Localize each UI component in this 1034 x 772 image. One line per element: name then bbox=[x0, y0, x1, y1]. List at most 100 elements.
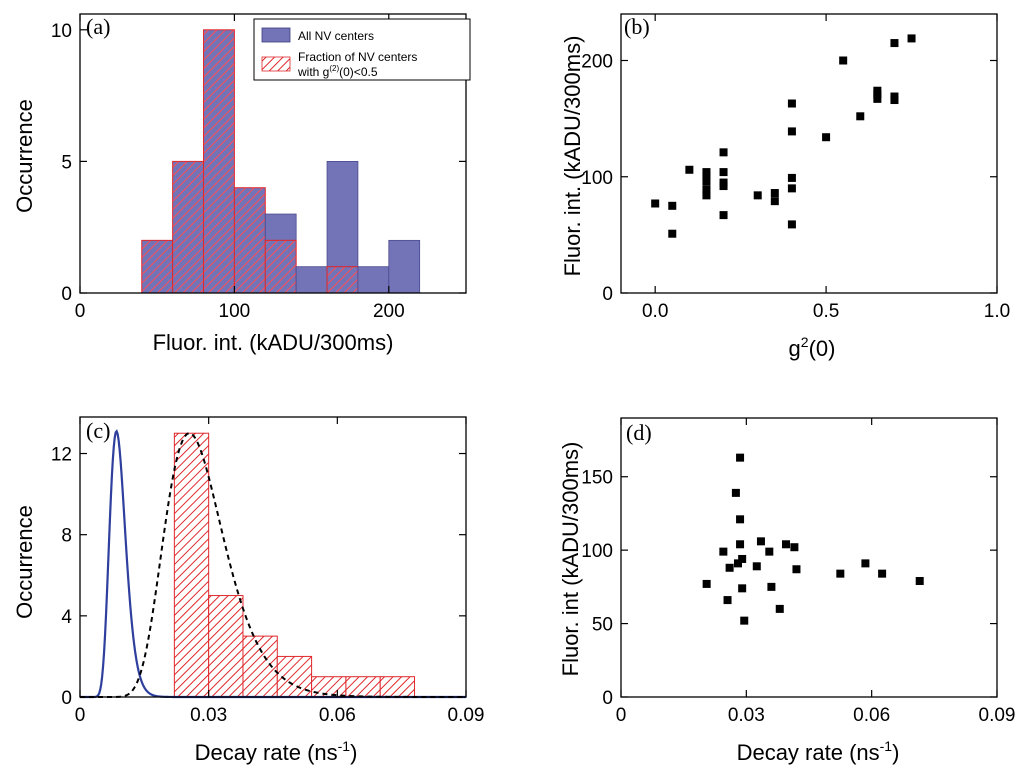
scatter-point bbox=[651, 199, 660, 208]
y-tick-label: 50 bbox=[592, 615, 613, 636]
scatter-point bbox=[752, 562, 761, 571]
x-tick-label: 200 bbox=[373, 301, 405, 322]
panel-b-ticks: 0.0 0.5 1.0 0 100 200 bbox=[581, 14, 1010, 322]
y-tick-label: 0 bbox=[602, 688, 613, 709]
bar-all-nv bbox=[295, 266, 328, 294]
panel-d-x-axis-label: Decay rate (ns-1) bbox=[737, 738, 900, 765]
scatter-point bbox=[702, 185, 711, 194]
scatter-point bbox=[861, 559, 870, 568]
panel-d-frame bbox=[620, 417, 998, 698]
scatter-point bbox=[685, 165, 694, 174]
scatter-point bbox=[787, 184, 796, 193]
bar-all-nv bbox=[326, 160, 359, 268]
y-tick-label: 10 bbox=[51, 21, 72, 42]
panel-a-legend: All NV centers Fraction of NV centers wi… bbox=[253, 18, 471, 81]
scatter-point bbox=[719, 182, 728, 191]
scatter-point bbox=[873, 94, 882, 103]
x-tick-label: 0 bbox=[75, 705, 86, 726]
scatter-point bbox=[787, 220, 796, 229]
panel-b-letter: (b) bbox=[624, 14, 650, 39]
scatter-point bbox=[719, 168, 728, 177]
scatter-point bbox=[702, 191, 711, 200]
x-tick-label: 0.03 bbox=[728, 705, 765, 726]
histogram-bar bbox=[345, 676, 381, 698]
scatter-point bbox=[702, 177, 711, 186]
y-tick-label: 0 bbox=[61, 688, 72, 709]
scatter-point bbox=[770, 189, 779, 198]
histogram-bar bbox=[208, 595, 244, 698]
histogram-bar bbox=[311, 676, 347, 698]
y-tick-label: 0 bbox=[602, 284, 613, 305]
scatter-point bbox=[738, 554, 747, 563]
x-tick-label: 100 bbox=[219, 301, 251, 322]
panel-a-bars bbox=[141, 29, 421, 294]
panel-a-letter: (a) bbox=[86, 14, 110, 39]
scatter-point bbox=[890, 39, 899, 48]
y-tick-label: 5 bbox=[61, 152, 72, 173]
y-tick-label: 200 bbox=[581, 52, 613, 73]
legend-label-all-nv: All NV centers bbox=[298, 29, 374, 43]
scatter-point bbox=[890, 96, 899, 105]
scatter-point bbox=[719, 547, 728, 556]
x-tick-label: 0 bbox=[75, 301, 86, 322]
bar-fraction-nv bbox=[203, 29, 235, 294]
bar-all-nv bbox=[357, 266, 390, 294]
scatter-point bbox=[770, 197, 779, 206]
scatter-point bbox=[907, 34, 916, 43]
bar-fraction-nv bbox=[264, 239, 297, 294]
scatter-panel-d: 0 0.03 0.06 0.09 0 50 100 150 (d) Decay rate (n… bbox=[558, 417, 1015, 765]
panel-b-points bbox=[651, 34, 916, 238]
bar-all-nv bbox=[264, 213, 297, 241]
panel-b-frame bbox=[620, 13, 998, 294]
scatter-point bbox=[719, 211, 728, 220]
y-tick-label: 100 bbox=[581, 168, 613, 189]
panel-d-ticks: 0 0.03 0.06 0.09 0 50 100 150 bbox=[581, 418, 1015, 726]
scatter-point bbox=[702, 579, 711, 588]
scatter-point bbox=[740, 616, 749, 625]
histogram-bar bbox=[173, 432, 210, 698]
scatter-point bbox=[878, 569, 887, 578]
panel-d-points bbox=[702, 453, 924, 625]
scatter-point bbox=[702, 171, 711, 180]
scatter-point bbox=[790, 543, 799, 552]
legend-label-fraction-line2: with g(2)(0)<0.5 bbox=[297, 64, 378, 79]
scatter-point bbox=[767, 582, 776, 591]
panel-c-bars bbox=[173, 432, 416, 698]
bar-fraction-nv bbox=[141, 239, 174, 294]
scatter-point bbox=[915, 576, 924, 585]
scatter-point bbox=[736, 453, 745, 462]
x-tick-label: 0.03 bbox=[190, 705, 227, 726]
scatter-point bbox=[792, 565, 801, 574]
y-tick-label: 100 bbox=[581, 541, 613, 562]
panel-a-ticks: 0 100 200 0 5 10 bbox=[51, 14, 466, 322]
scatter-point bbox=[736, 540, 745, 549]
y-tick-label: 12 bbox=[51, 445, 72, 466]
x-tick-label: 1.0 bbox=[984, 301, 1010, 322]
y-tick-label: 4 bbox=[61, 607, 72, 628]
x-tick-label: 0.0 bbox=[642, 301, 668, 322]
scatter-point bbox=[668, 229, 677, 238]
y-tick-label: 0 bbox=[61, 284, 72, 305]
bar-fraction-nv bbox=[233, 187, 266, 294]
x-tick-label: 0.06 bbox=[853, 705, 890, 726]
panel-c-y-axis-label: Occurrence bbox=[12, 505, 37, 619]
panel-a-frame bbox=[79, 13, 467, 294]
panel-a-x-axis-label: Fluor. int. (kADU/300ms) bbox=[153, 330, 394, 355]
bar-fraction-nv bbox=[326, 266, 359, 294]
scatter-point bbox=[725, 563, 734, 572]
scatter-point bbox=[736, 515, 745, 524]
x-tick-label: 0 bbox=[616, 705, 627, 726]
scatter-point bbox=[873, 90, 882, 99]
scatter-point bbox=[822, 133, 831, 142]
histogram-panel-c: 0 0.03 0.06 0.09 0 4 8 12 (c) Decay rate (ns-1)… bbox=[12, 416, 484, 765]
scatter-point bbox=[738, 584, 747, 593]
scatter-point bbox=[787, 127, 796, 136]
legend-swatch-fraction bbox=[261, 56, 291, 72]
panel-c-letter: (c) bbox=[86, 418, 110, 443]
histogram-bar bbox=[379, 676, 416, 698]
panel-c-ticks: 0 0.03 0.06 0.09 0 4 8 12 bbox=[51, 417, 484, 726]
panel-b-y-axis-label: Fluor. int. (kADU/300ms) bbox=[560, 36, 585, 277]
panel-c-frame bbox=[79, 416, 467, 698]
x-tick-label: 0.09 bbox=[979, 705, 1016, 726]
